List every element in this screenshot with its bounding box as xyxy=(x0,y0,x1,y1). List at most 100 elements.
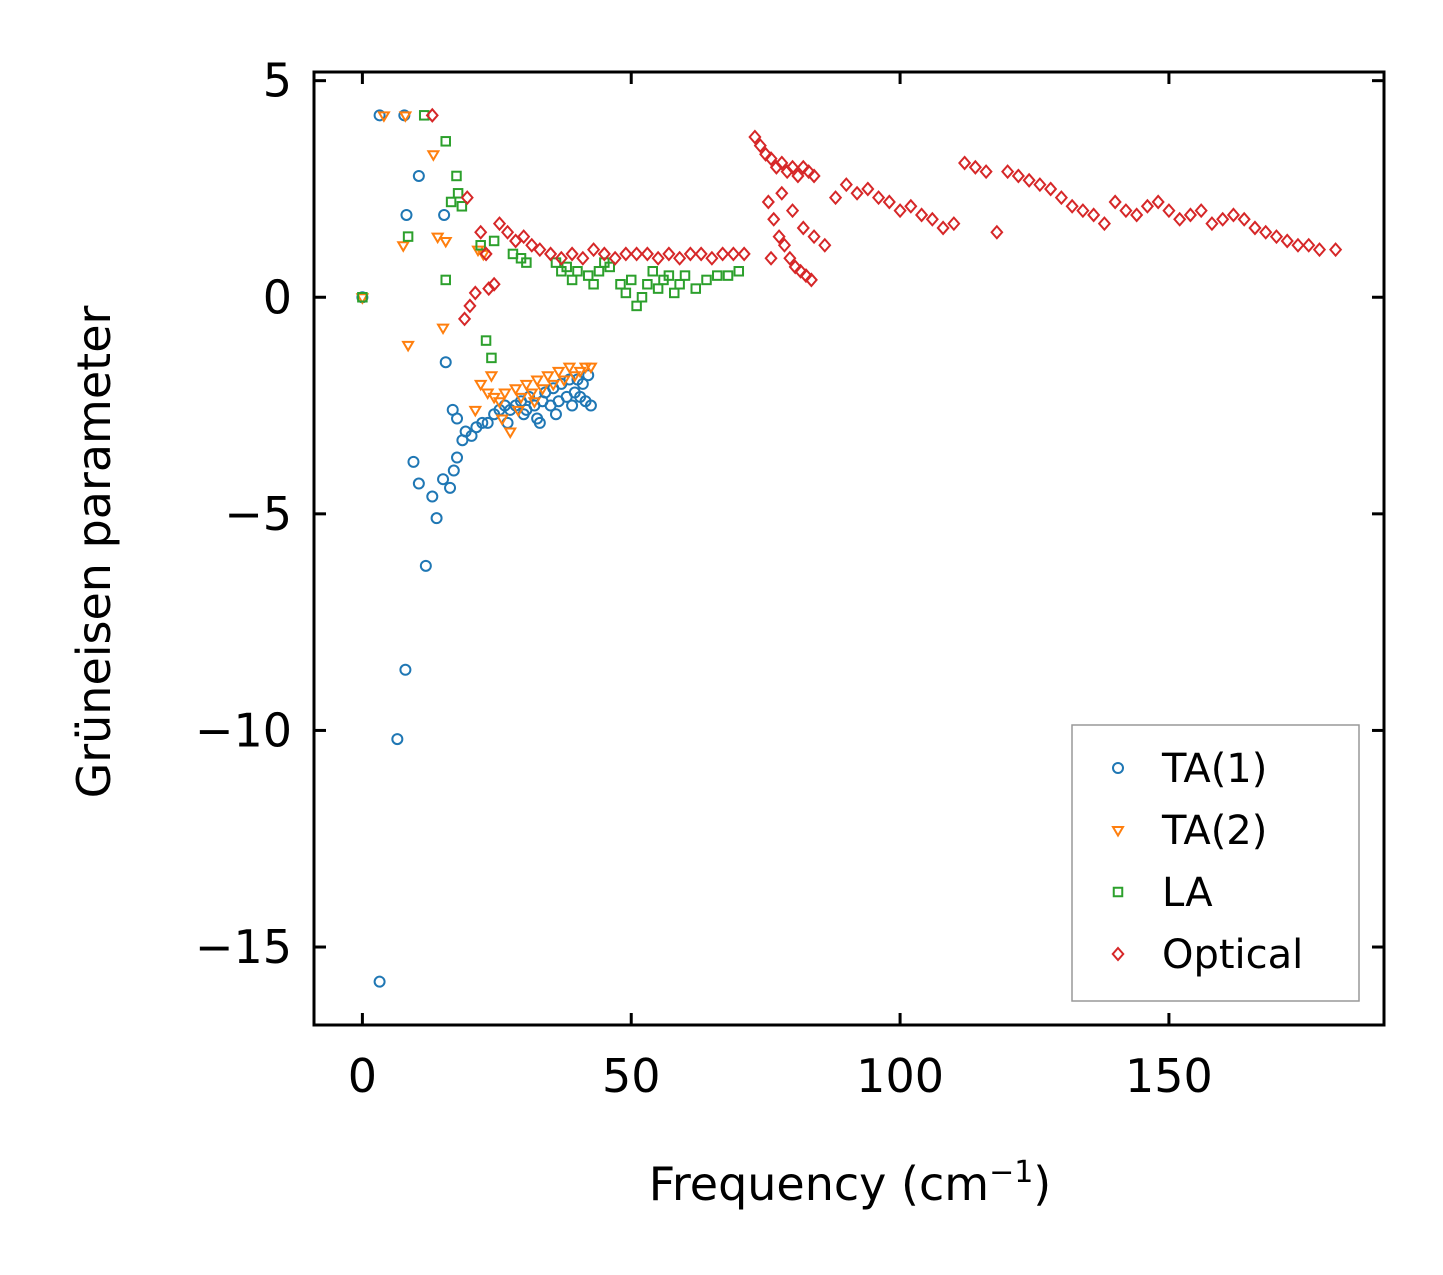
data-point xyxy=(1162,203,1176,219)
data-point xyxy=(373,109,386,122)
data-point xyxy=(514,392,528,405)
legend-marker-ta-2- xyxy=(1111,826,1125,838)
data-point xyxy=(1065,198,1079,214)
series-optical xyxy=(425,107,1343,327)
data-point xyxy=(767,211,781,227)
data-point xyxy=(425,107,439,123)
legend-box xyxy=(1071,724,1360,1002)
data-point xyxy=(674,279,685,290)
data-point xyxy=(761,194,775,210)
data-point xyxy=(1291,237,1305,253)
data-point xyxy=(509,233,523,249)
data-point xyxy=(418,110,430,121)
data-point xyxy=(799,268,813,284)
data-point xyxy=(451,451,464,464)
data-point xyxy=(445,196,457,208)
legend-marker-optical xyxy=(1111,946,1125,962)
data-point xyxy=(1183,207,1198,223)
data-point xyxy=(990,224,1004,240)
data-point xyxy=(615,279,626,290)
data-point xyxy=(492,216,507,232)
data-point xyxy=(785,203,800,219)
data-point xyxy=(788,259,802,275)
data-point xyxy=(705,250,719,266)
data-point xyxy=(1302,237,1316,253)
data-point xyxy=(807,168,821,184)
data-point xyxy=(796,159,810,175)
data-point xyxy=(439,356,452,369)
data-point xyxy=(818,237,832,253)
data-point xyxy=(804,272,818,288)
data-point xyxy=(882,194,896,210)
data-point xyxy=(551,366,566,379)
data-point xyxy=(663,270,675,281)
data-point xyxy=(1329,242,1343,258)
data-point xyxy=(484,371,499,383)
data-point xyxy=(764,250,778,266)
data-point xyxy=(412,477,425,490)
data-point xyxy=(492,397,507,409)
data-point xyxy=(1226,207,1241,223)
data-point xyxy=(791,168,805,184)
data-point xyxy=(1269,229,1284,245)
data-point xyxy=(1205,216,1219,232)
x-tick-label: 50 xyxy=(602,1049,661,1103)
data-point xyxy=(468,285,482,301)
data-point xyxy=(764,151,778,167)
data-point xyxy=(807,229,821,245)
data-point xyxy=(871,190,886,206)
data-point xyxy=(541,371,555,383)
data-point xyxy=(452,188,464,199)
data-point xyxy=(785,159,800,175)
data-point xyxy=(694,246,708,262)
data-point xyxy=(495,414,509,427)
data-point xyxy=(915,207,929,223)
data-point xyxy=(1248,220,1262,236)
data-point xyxy=(546,379,561,392)
data-point xyxy=(438,208,451,221)
data-point xyxy=(936,220,950,236)
data-point xyxy=(620,287,632,299)
data-point xyxy=(479,246,493,262)
data-point xyxy=(565,246,579,262)
data-point xyxy=(1054,190,1068,206)
data-point xyxy=(636,292,648,303)
data-point xyxy=(690,283,702,294)
data-point xyxy=(440,274,451,286)
data-point xyxy=(1140,198,1154,214)
data-point xyxy=(486,352,497,364)
data-point xyxy=(474,224,488,240)
data-point xyxy=(1194,203,1208,219)
data-point xyxy=(1001,164,1015,180)
data-point xyxy=(753,138,767,154)
data-point xyxy=(861,181,875,197)
data-point xyxy=(525,237,539,253)
data-point xyxy=(576,250,590,266)
data-point xyxy=(426,490,439,503)
legend-label: TA(1) xyxy=(1161,746,1267,792)
data-point xyxy=(521,257,532,268)
data-point xyxy=(839,177,853,193)
data-point xyxy=(748,129,762,145)
data-point xyxy=(893,203,907,219)
data-point xyxy=(456,201,468,212)
y-tick-label: −15 xyxy=(195,920,292,974)
data-point xyxy=(440,136,451,147)
data-point xyxy=(468,405,483,418)
data-point xyxy=(1151,194,1165,210)
data-point xyxy=(968,159,982,175)
data-point xyxy=(517,229,531,245)
data-point xyxy=(561,261,572,273)
data-point xyxy=(1011,168,1025,184)
data-point xyxy=(947,216,961,232)
data-point xyxy=(640,246,654,262)
data-point xyxy=(631,300,642,312)
data-point xyxy=(399,663,412,676)
data-point xyxy=(582,369,595,382)
data-point xyxy=(357,292,368,303)
data-point xyxy=(430,512,443,525)
data-point xyxy=(630,246,644,262)
legend-label: Optical xyxy=(1162,932,1303,978)
